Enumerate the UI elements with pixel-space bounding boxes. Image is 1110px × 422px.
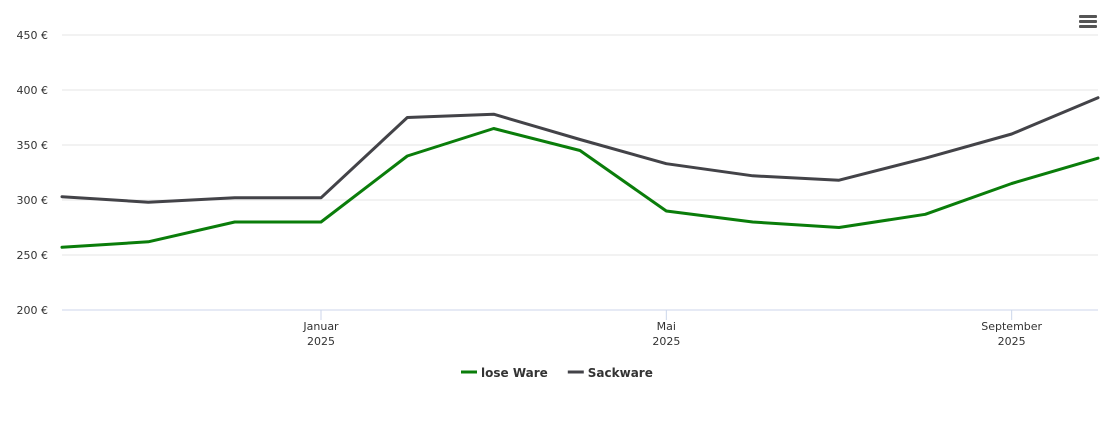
- y-tick-label: 400 €: [17, 84, 49, 97]
- x-tick-label-line: 2025: [998, 335, 1026, 348]
- menu-bar: [1079, 15, 1097, 18]
- x-tick-label-line: 2025: [652, 335, 680, 348]
- menu-bar: [1079, 25, 1097, 28]
- x-tick-label-line: 2025: [307, 335, 335, 348]
- y-tick-label: 300 €: [17, 194, 49, 207]
- legend-label: Sackware: [588, 366, 653, 380]
- legend-item[interactable]: lose Ware: [461, 366, 548, 380]
- legend-item[interactable]: Sackware: [567, 366, 653, 380]
- x-tick-label-line: Mai: [657, 320, 676, 333]
- x-tick-label-line: September: [981, 320, 1042, 333]
- x-tick-label-line: Januar: [302, 320, 339, 333]
- y-tick-label: 250 €: [17, 249, 49, 262]
- menu-button[interactable]: [1079, 15, 1097, 28]
- series-line: [60, 96, 1100, 204]
- y-tick-label: 350 €: [17, 139, 49, 152]
- x-tick-label: Mai 2025: [652, 320, 680, 348]
- legend-label: lose Ware: [481, 366, 548, 380]
- x-tick-label: September 2025: [981, 320, 1042, 348]
- x-tick-label: Januar 2025: [302, 320, 339, 348]
- y-tick-label: 450 €: [17, 29, 49, 42]
- series-line: [60, 127, 1100, 249]
- y-tick-label: 200 €: [17, 304, 49, 317]
- menu-bar: [1079, 20, 1097, 23]
